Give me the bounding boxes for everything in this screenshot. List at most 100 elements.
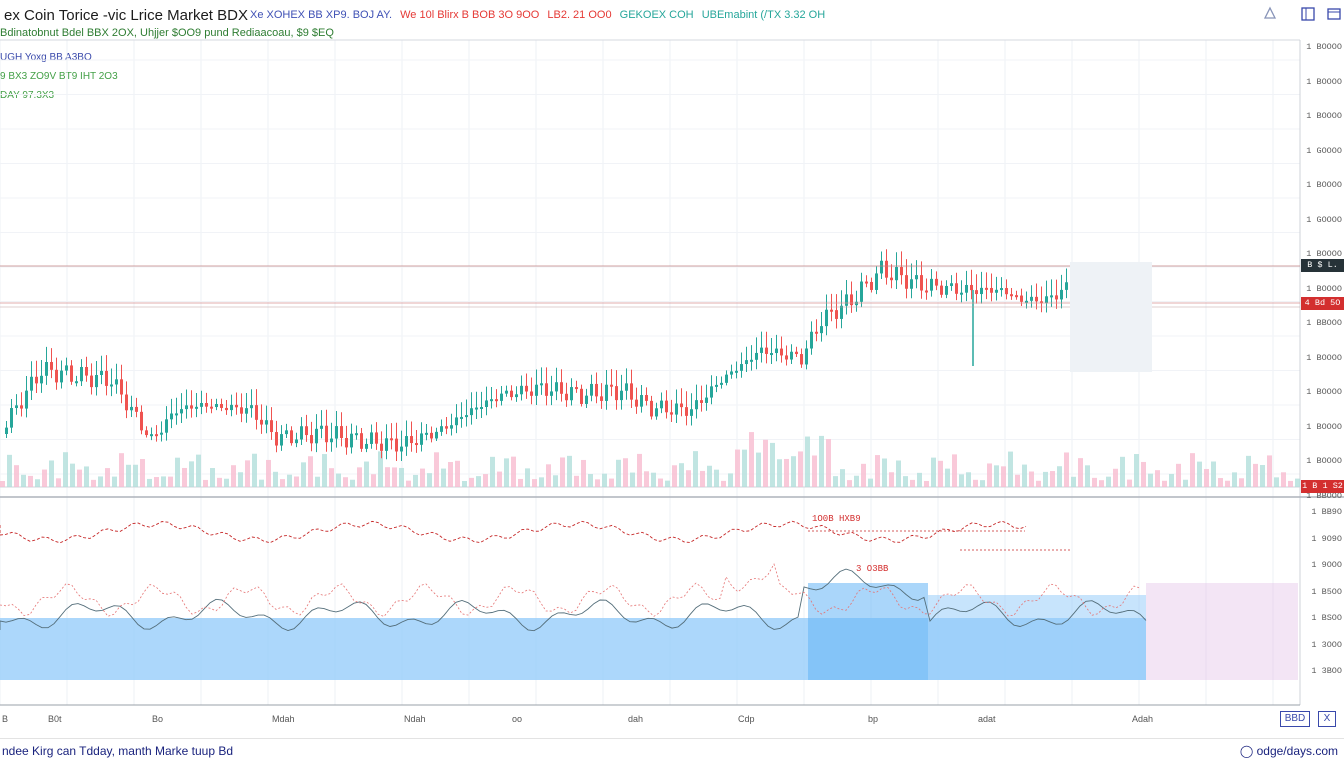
candle-body xyxy=(640,395,643,407)
volume-bar xyxy=(154,477,159,487)
info-segment: GEKOEX COH xyxy=(619,9,694,21)
candle-body xyxy=(95,374,98,388)
candle-body xyxy=(705,397,708,403)
volume-bar xyxy=(1218,478,1223,487)
volume-bar xyxy=(896,460,901,487)
volume-bar xyxy=(714,469,719,487)
volume-bar xyxy=(511,456,516,487)
candle-body xyxy=(190,405,193,409)
candle-body xyxy=(490,399,493,402)
volume-bar xyxy=(28,475,33,487)
indicator-axis-label: 1 3OOO xyxy=(1311,639,1342,650)
volume-bar xyxy=(833,476,838,487)
candle-body xyxy=(520,385,523,395)
candle-body xyxy=(115,379,118,385)
indicator-axis-label: 1 B5OO xyxy=(1311,586,1342,597)
volume-bar xyxy=(35,479,40,487)
indicator-axis-label: 1 BB9O xyxy=(1311,507,1342,517)
volume-bar xyxy=(791,456,796,487)
candle-body xyxy=(385,438,388,451)
candle-body xyxy=(1035,296,1038,302)
candle-body xyxy=(725,374,728,383)
candle-body xyxy=(580,388,583,404)
volume-bar xyxy=(945,468,950,487)
volume-bar xyxy=(168,476,173,487)
indicator-label: 1O0B HXB9 xyxy=(812,514,861,524)
candle-body xyxy=(675,403,678,415)
volume-bar xyxy=(1078,458,1083,487)
candle-body xyxy=(665,400,668,413)
volume-bar xyxy=(280,479,285,487)
candle-body xyxy=(620,390,623,401)
volume-bar xyxy=(287,474,292,487)
candle-body xyxy=(1040,301,1043,304)
volume-bar xyxy=(1008,451,1013,487)
volume-bar xyxy=(840,469,845,487)
volume-bar xyxy=(259,479,264,487)
price-tag: 4 Bd 5O xyxy=(1301,297,1344,310)
candle-body xyxy=(1055,295,1058,300)
indicator-axis-label: 1 9OOO xyxy=(1311,560,1342,570)
candle-body xyxy=(350,433,353,448)
volume-bar xyxy=(742,449,747,487)
volume-bar xyxy=(854,475,859,487)
volume-bar xyxy=(0,481,5,487)
volume-bar xyxy=(343,477,348,487)
candle-body xyxy=(980,287,983,295)
volume-bar xyxy=(448,462,453,487)
candle-body xyxy=(175,413,178,416)
candle-body xyxy=(285,430,288,435)
candle-body xyxy=(1065,282,1068,290)
candle-body xyxy=(660,400,663,409)
volume-bar xyxy=(252,453,257,487)
candle-body xyxy=(555,382,558,392)
candle-body xyxy=(160,432,163,435)
time-axis-label: Ndah xyxy=(404,714,426,724)
volume-bar xyxy=(112,476,117,487)
volume-bar xyxy=(427,473,432,487)
bell-icon[interactable] xyxy=(1262,6,1278,22)
volume-bar xyxy=(868,478,873,487)
candle-body xyxy=(750,359,753,362)
candle-body xyxy=(430,432,433,439)
volume-bar xyxy=(539,477,544,487)
candle-body xyxy=(775,348,778,354)
brand-link[interactable]: ◯ odge/days.com xyxy=(1240,744,1338,758)
volume-bar xyxy=(861,463,866,487)
volume-bar xyxy=(224,478,229,487)
volume-bar xyxy=(315,476,320,487)
indicator-axis-label: 1 BSOO xyxy=(1311,613,1342,623)
volume-bar xyxy=(525,468,530,487)
close-button[interactable]: X xyxy=(1318,711,1336,727)
currency-button[interactable]: BBD xyxy=(1280,711,1310,727)
candle-body xyxy=(330,438,333,443)
volume-bar xyxy=(371,474,376,487)
price-axis-label: 1 BBOOO xyxy=(1306,318,1342,328)
candle-body xyxy=(500,393,503,401)
volume-bar xyxy=(1176,463,1181,487)
time-axis-label: dah xyxy=(628,714,644,724)
candle-body xyxy=(55,369,58,383)
volume-bar xyxy=(805,436,810,487)
layout-icon[interactable] xyxy=(1300,6,1316,22)
volume-bar xyxy=(1022,464,1027,487)
time-axis-label: Adah xyxy=(1132,714,1154,724)
indicator-peak xyxy=(808,583,928,680)
candle-body xyxy=(60,370,63,383)
volume-bar xyxy=(777,459,782,487)
candle-body xyxy=(1010,294,1013,297)
candle-body xyxy=(650,400,653,417)
candle-body xyxy=(530,391,533,396)
window-icon[interactable] xyxy=(1326,6,1342,22)
volume-bar xyxy=(952,454,957,487)
candle-body xyxy=(960,292,963,295)
legend-line: 9 BX3 ZO9V BT9 IHT 2O3 xyxy=(0,71,118,82)
candle-body xyxy=(370,432,373,444)
volume-bar xyxy=(336,473,341,487)
candle-body xyxy=(170,413,173,420)
volume-bar xyxy=(357,467,362,487)
volume-bar xyxy=(1155,470,1160,487)
candle-body xyxy=(985,287,988,290)
volume-bar xyxy=(623,458,628,487)
